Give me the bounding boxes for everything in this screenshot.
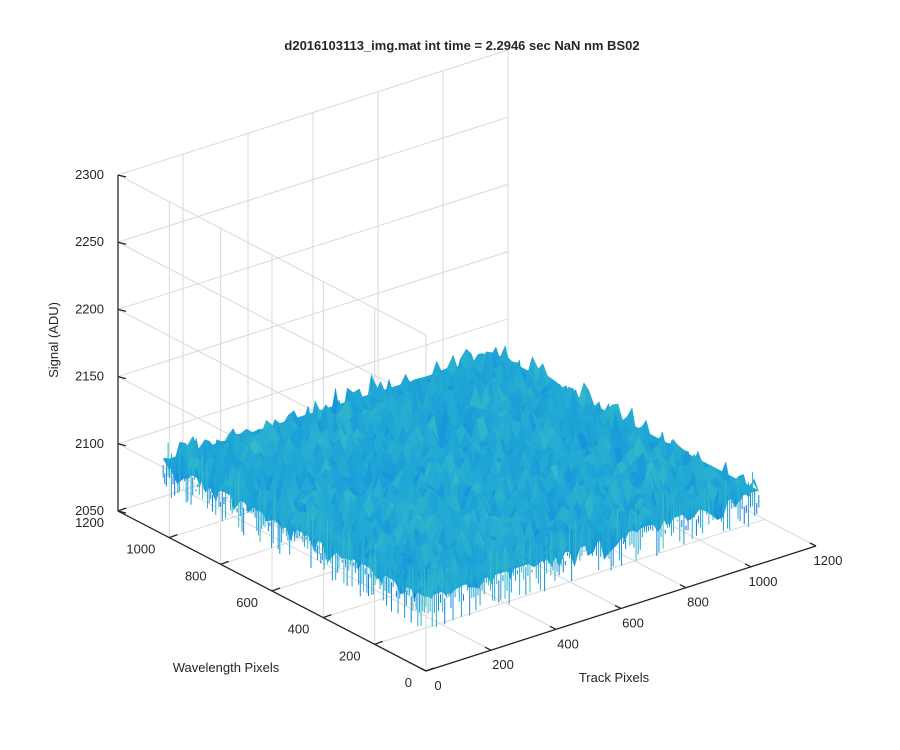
y-axis-label: Wavelength Pixels [173,660,280,675]
x-tick-label: 800 [687,595,709,610]
z-tick-mark [117,241,127,245]
y-tick-label: 600 [236,595,258,610]
x-tick-label: 200 [492,657,514,672]
y-tick-label: 800 [185,568,207,583]
y-tick-mark [117,507,127,512]
z-tick-mark [117,510,127,514]
z-tick-label: 2050 [75,503,104,518]
y-tick-mark [425,667,435,672]
z-tick-mark [117,174,127,178]
z-tick-label: 2200 [75,301,104,316]
left-wall-grid-line [117,174,427,336]
z-tick-label: 2100 [75,436,104,451]
right-wall-grid-line [117,183,509,310]
y-tick-label: 1200 [75,515,104,530]
x-tick-label: 1200 [814,553,843,568]
x-tick-label: 1000 [749,574,778,589]
z-axis-label: Signal (ADU) [46,302,61,378]
axis-layer: 0 200 400 600 800 1000 1200 0 200 400 600 800 1000 12… [75,167,842,693]
surface-layer [162,345,760,628]
surface-patch [748,478,759,497]
z-tick-mark [117,375,127,380]
x-tick-mark [744,563,752,568]
x-axis-label: Track Pixels [579,670,650,685]
right-wall-grid-line [117,49,509,176]
y-tick-label: 1000 [126,542,155,557]
x-tick-mark [549,625,557,630]
y-tick-mark [271,587,281,592]
z-tick-mark [117,443,127,447]
x-tick-label: 0 [434,678,441,693]
y-tick-mark [169,534,178,539]
z-tick-mark [117,308,127,313]
y-tick-label: 400 [288,622,310,637]
x-tick-label: 600 [622,616,644,631]
y-tick-mark [323,614,332,619]
x-tick-mark [679,584,687,589]
y-tick-mark [220,560,229,565]
x-tick-mark [614,604,622,610]
y-tick-label: 200 [339,648,361,663]
x-tick-mark [484,646,492,651]
z-tick-label: 2150 [75,369,104,384]
y-tick-mark [374,640,383,645]
x-tick-label: 400 [557,636,579,651]
x-tick-mark [809,542,817,547]
right-wall-grid-line [117,318,509,445]
left-wall-grid-line [117,241,427,403]
x-tick-mark [419,667,427,672]
right-wall-grid-line [117,116,509,243]
z-tick-label: 2300 [75,167,104,182]
chart-title: d2016103113_img.mat int time = 2.2946 se… [284,38,639,53]
z-tick-label: 2250 [75,234,104,249]
right-wall-grid-line [117,251,509,378]
y-tick-label: 0 [405,675,412,690]
